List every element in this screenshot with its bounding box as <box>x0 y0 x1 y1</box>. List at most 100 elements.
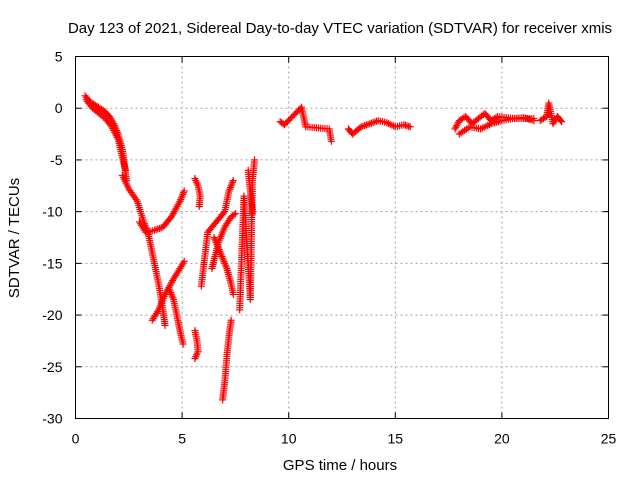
data-point <box>357 123 365 131</box>
data-point <box>220 258 228 266</box>
x-axis-label: GPS time / hours <box>283 457 397 474</box>
data-point <box>452 123 460 131</box>
x-tick-label: 0 <box>72 431 80 447</box>
data-point <box>218 252 226 260</box>
data-point <box>227 316 235 324</box>
data-point <box>453 122 461 130</box>
data-point <box>175 199 183 207</box>
data-point <box>371 118 379 126</box>
data-point <box>210 234 218 241</box>
data-point <box>177 194 185 202</box>
data-point <box>175 266 183 274</box>
data-point <box>227 182 235 190</box>
y-tick-label: 5 <box>55 49 63 65</box>
data-point <box>166 287 174 295</box>
data-point <box>195 202 203 210</box>
data-point <box>362 121 370 129</box>
data-point <box>213 240 221 248</box>
data-point <box>154 225 162 233</box>
x-tick-label: 15 <box>388 431 404 447</box>
x-tick-labels: 0 5 10 15 20 25 <box>72 431 617 447</box>
data-point <box>220 209 228 217</box>
y-tick-label: -5 <box>50 152 63 168</box>
data-point <box>192 351 200 359</box>
y-tick-label: -15 <box>42 255 62 271</box>
data-point <box>180 187 188 195</box>
data-point <box>388 121 396 129</box>
x-tick-label: 25 <box>601 431 617 447</box>
data-point <box>165 285 173 293</box>
data-point <box>211 235 219 243</box>
chart-title: Day 123 of 2021, Sidereal Day-to-day VTE… <box>68 20 612 37</box>
data-point <box>451 125 459 133</box>
data-point <box>212 239 220 247</box>
data-point <box>221 261 229 269</box>
data-point <box>530 115 538 123</box>
data-point <box>150 226 158 234</box>
data-point <box>167 289 175 297</box>
data-point <box>177 196 185 204</box>
x-tick-label: 5 <box>178 431 186 447</box>
data-point <box>361 122 369 130</box>
data-point <box>219 256 227 264</box>
data-point <box>558 118 566 126</box>
data-point <box>212 237 220 245</box>
data-point <box>176 197 184 205</box>
data-point <box>386 120 394 128</box>
y-tick-labels: 5 0 -5 -10 -15 -20 -25 -30 <box>42 49 62 427</box>
y-tick-label: -30 <box>42 411 62 427</box>
y-axis-label: SDTVAR / TECUs <box>6 178 23 298</box>
data-point <box>225 187 233 195</box>
y-tick-label: 0 <box>55 100 63 116</box>
plot-frame <box>75 56 609 419</box>
data-point <box>168 292 176 300</box>
data-point <box>219 254 227 262</box>
data-point <box>229 290 237 298</box>
data-point <box>229 178 237 186</box>
data-point <box>214 242 222 250</box>
data-point <box>169 294 177 302</box>
data-point <box>226 184 234 192</box>
y-tick-label: -25 <box>42 359 62 375</box>
data-point <box>216 249 224 257</box>
data-point <box>178 192 186 200</box>
axis-ticks <box>75 56 609 419</box>
data-point <box>154 308 162 316</box>
data-point <box>454 120 462 128</box>
data-point <box>217 251 225 259</box>
data-point <box>384 120 392 128</box>
data-point <box>191 355 199 363</box>
data-point <box>557 116 565 124</box>
data-point <box>141 227 149 235</box>
data-point <box>228 180 236 188</box>
data-point <box>122 166 130 174</box>
data-point <box>367 119 375 127</box>
data-point <box>156 224 164 232</box>
data-point <box>231 210 239 218</box>
data-point <box>369 118 377 126</box>
data-point <box>221 259 229 267</box>
y-tick-label: -20 <box>42 307 62 323</box>
data-point <box>364 120 372 128</box>
data-point <box>215 246 223 254</box>
data-point <box>152 226 160 234</box>
data-point <box>216 247 224 255</box>
data-point <box>359 122 367 130</box>
data-point <box>248 210 256 218</box>
data-point <box>180 189 188 197</box>
data-points <box>81 92 566 404</box>
x-tick-label: 10 <box>281 431 297 447</box>
data-point <box>230 211 238 219</box>
data-point <box>229 177 237 185</box>
data-point <box>214 244 222 252</box>
data-point <box>366 120 374 128</box>
data-point <box>327 137 335 145</box>
data-point <box>222 263 230 271</box>
x-tick-label: 20 <box>494 431 510 447</box>
data-point <box>226 185 234 193</box>
data-point <box>161 321 169 329</box>
data-point <box>383 119 391 127</box>
data-point <box>179 190 187 198</box>
